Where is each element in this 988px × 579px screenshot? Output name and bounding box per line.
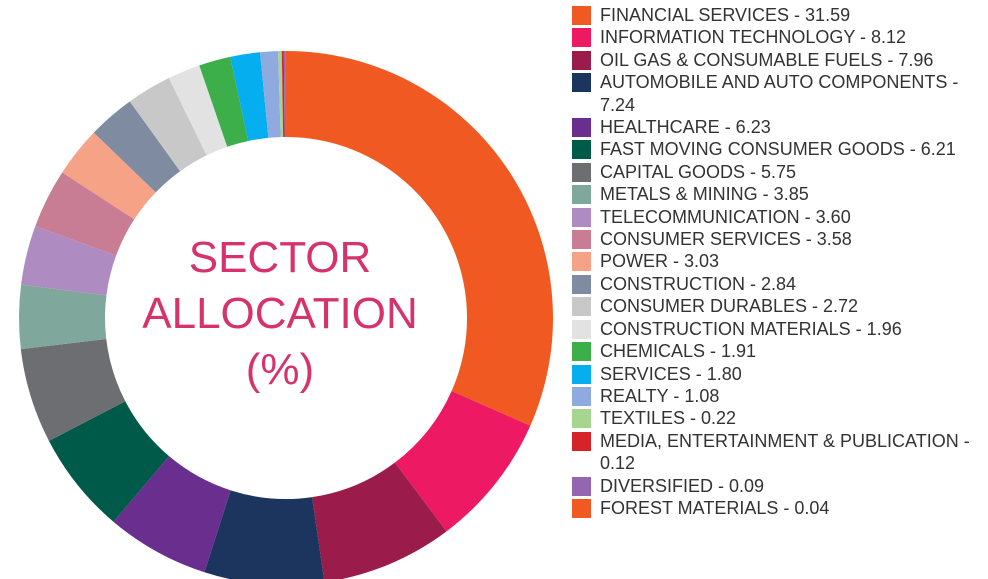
legend-item: REALTY - 1.08 bbox=[572, 385, 984, 407]
legend-label: DIVERSIFIED - 0.09 bbox=[600, 475, 765, 496]
legend-item: CONSTRUCTION - 2.84 bbox=[572, 273, 984, 295]
legend-item: CONSUMER DURABLES - 2.72 bbox=[572, 295, 984, 317]
legend-item: TELECOMMUNICATION - 3.60 bbox=[572, 206, 984, 228]
legend-item: FINANCIAL SERVICES - 31.59 bbox=[572, 4, 984, 26]
donut-slice-7 bbox=[18, 284, 107, 350]
legend-item: CONSUMER SERVICES - 3.58 bbox=[572, 228, 984, 250]
legend-swatch bbox=[572, 230, 591, 250]
donut-slice-16 bbox=[260, 51, 281, 138]
legend-label: CHEMICALS - 1.91 bbox=[600, 341, 757, 362]
legend-label: REALTY - 1.08 bbox=[600, 385, 720, 406]
legend-label: CAPITAL GOODS - 5.75 bbox=[600, 161, 797, 182]
chart-legend: FINANCIAL SERVICES - 31.59 INFORMATION TE… bbox=[572, 4, 984, 519]
legend-swatch bbox=[572, 28, 591, 48]
legend-label: MEDIA, ENTERTAINMENT & PUBLICATION - 0.1… bbox=[600, 430, 970, 474]
legend-swatch bbox=[572, 364, 591, 384]
legend-label: POWER - 3.03 bbox=[600, 251, 720, 272]
legend-swatch bbox=[572, 140, 591, 160]
donut-slice-20 bbox=[285, 51, 286, 138]
legend-swatch bbox=[572, 207, 591, 227]
legend-swatch bbox=[572, 386, 591, 406]
chart-title: SECTOR ALLOCATION (%) bbox=[120, 230, 440, 398]
legend-label: CONSUMER SERVICES - 3.58 bbox=[600, 229, 852, 250]
legend-item: HEALTHCARE - 6.23 bbox=[572, 116, 984, 138]
donut-slice-11 bbox=[93, 101, 181, 193]
legend-label: CONSTRUCTION MATERIALS - 1.96 bbox=[600, 318, 902, 339]
legend-item: CHEMICALS - 1.91 bbox=[572, 340, 984, 362]
legend-item: SERVICES - 1.80 bbox=[572, 363, 984, 385]
legend-swatch bbox=[572, 185, 591, 205]
legend-item: FOREST MATERIALS - 0.04 bbox=[572, 497, 984, 519]
legend-swatch bbox=[572, 476, 591, 496]
legend-label: FINANCIAL SERVICES - 31.59 bbox=[600, 5, 851, 25]
legend-label: CONSTRUCTION - 2.84 bbox=[600, 273, 797, 294]
legend-item: OIL GAS & CONSUMABLE FUELS - 7.96 bbox=[572, 49, 984, 71]
donut-slice-12 bbox=[129, 78, 207, 172]
donut-slice-9 bbox=[35, 172, 135, 256]
donut-chart bbox=[18, 51, 553, 579]
legend-item: FAST MOVING CONSUMER GOODS - 6.21 bbox=[572, 138, 984, 160]
legend-swatch bbox=[572, 162, 591, 182]
donut-slice-5 bbox=[48, 401, 170, 522]
legend-item: TEXTILES - 0.22 bbox=[572, 407, 984, 429]
donut-slice-19 bbox=[283, 51, 286, 138]
donut-slice-17 bbox=[278, 51, 284, 138]
legend-item: METALS & MINING - 3.85 bbox=[572, 183, 984, 205]
legend-label: AUTOMOBILE AND AUTO COMPONENTS - 7.24 bbox=[600, 72, 959, 115]
chart-title-line-3: (%) bbox=[245, 345, 315, 394]
donut-slice-2 bbox=[312, 462, 447, 579]
legend-item: POWER - 3.03 bbox=[572, 250, 984, 272]
legend-label: CONSUMER DURABLES - 2.72 bbox=[600, 296, 859, 317]
legend-swatch bbox=[572, 73, 591, 93]
legend-swatch bbox=[572, 118, 591, 138]
legend-swatch bbox=[572, 342, 591, 362]
donut-slice-8 bbox=[21, 226, 117, 296]
legend-item: AUTOMOBILE AND AUTO COMPONENTS - 7.24 bbox=[572, 71, 984, 116]
legend-swatch bbox=[572, 498, 591, 518]
legend-label: TELECOMMUNICATION - 3.60 bbox=[600, 206, 851, 227]
legend-swatch bbox=[572, 252, 591, 272]
legend-swatch bbox=[572, 431, 591, 451]
legend-swatch bbox=[572, 409, 591, 429]
legend-label: SERVICES - 1.80 bbox=[600, 363, 742, 384]
donut-slice-4 bbox=[113, 456, 231, 573]
legend-label: FOREST MATERIALS - 0.04 bbox=[600, 497, 830, 518]
donut-slice-14 bbox=[199, 56, 249, 147]
legend-label: METALS & MINING - 3.85 bbox=[600, 184, 809, 205]
legend-item: CONSTRUCTION MATERIALS - 1.96 bbox=[572, 318, 984, 340]
legend-swatch bbox=[572, 50, 591, 70]
donut-slice-13 bbox=[168, 65, 228, 156]
legend-label: TEXTILES - 0.22 bbox=[600, 408, 737, 429]
donut-slice-1 bbox=[394, 391, 531, 532]
donut-slice-15 bbox=[230, 52, 269, 141]
legend-label: HEALTHCARE - 6.23 bbox=[600, 117, 771, 138]
legend-swatch bbox=[572, 274, 591, 294]
chart-title-line-1: SECTOR bbox=[188, 233, 372, 282]
legend-label: OIL GAS & CONSUMABLE FUELS - 7.96 bbox=[600, 49, 934, 70]
legend-label: FAST MOVING CONSUMER GOODS - 6.21 bbox=[600, 139, 956, 160]
legend-item: DIVERSIFIED - 0.09 bbox=[572, 475, 984, 497]
legend-swatch bbox=[572, 319, 591, 339]
donut-slice-3 bbox=[204, 490, 325, 579]
chart-title-line-2: ALLOCATION bbox=[142, 289, 418, 338]
donut-slice-10 bbox=[62, 132, 156, 220]
legend-item: CAPITAL GOODS - 5.75 bbox=[572, 161, 984, 183]
legend-swatch bbox=[572, 297, 591, 317]
legend-swatch bbox=[572, 6, 591, 25]
donut-slice-0 bbox=[286, 51, 553, 426]
donut-slice-18 bbox=[281, 51, 285, 138]
legend-item: INFORMATION TECHNOLOGY - 8.12 bbox=[572, 26, 984, 48]
legend-label: INFORMATION TECHNOLOGY - 8.12 bbox=[600, 27, 907, 48]
legend-item: MEDIA, ENTERTAINMENT & PUBLICATION - 0.1… bbox=[572, 430, 984, 475]
donut-slice-6 bbox=[20, 339, 126, 441]
